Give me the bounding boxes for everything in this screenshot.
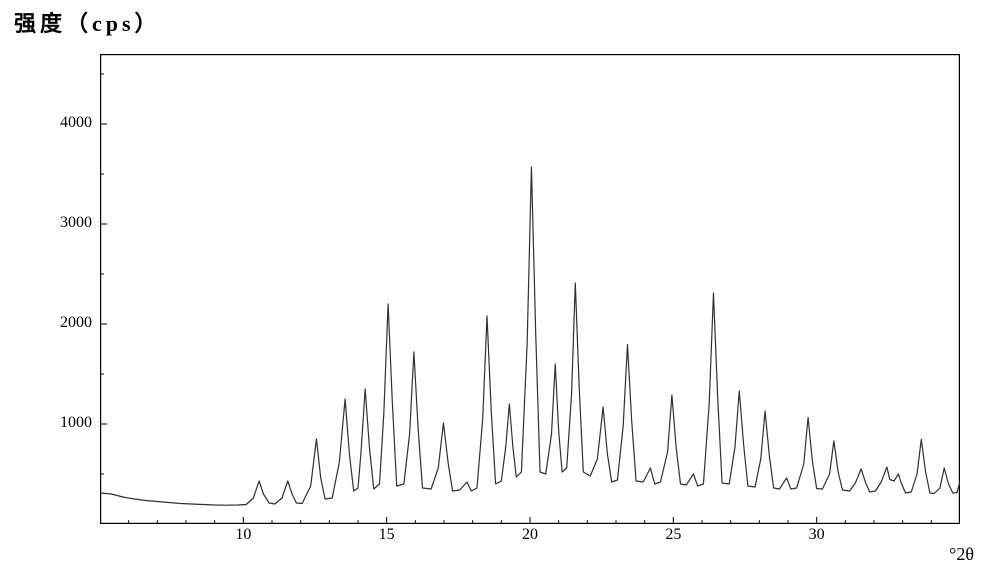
y-tick-label: 3000 (42, 214, 92, 232)
x-tick-label: 10 (228, 526, 258, 544)
y-axis-label: 强度（cps） (14, 6, 161, 38)
x-tick-label: 30 (802, 526, 832, 544)
x-tick-label: 20 (515, 526, 545, 544)
chart-svg (100, 54, 960, 524)
plot-area (100, 54, 960, 524)
y-tick-label: 1000 (42, 414, 92, 432)
x-tick-label: 25 (658, 526, 688, 544)
y-tick-label: 4000 (42, 114, 92, 132)
y-tick-label: 2000 (42, 314, 92, 332)
x-axis-label: °2θ (949, 544, 974, 565)
xrd-diffractogram-figure: 强度（cps） °2θ 1000 2000 3000 4000 10 15 20 25 30 (0, 0, 1000, 571)
x-tick-label: 15 (372, 526, 402, 544)
